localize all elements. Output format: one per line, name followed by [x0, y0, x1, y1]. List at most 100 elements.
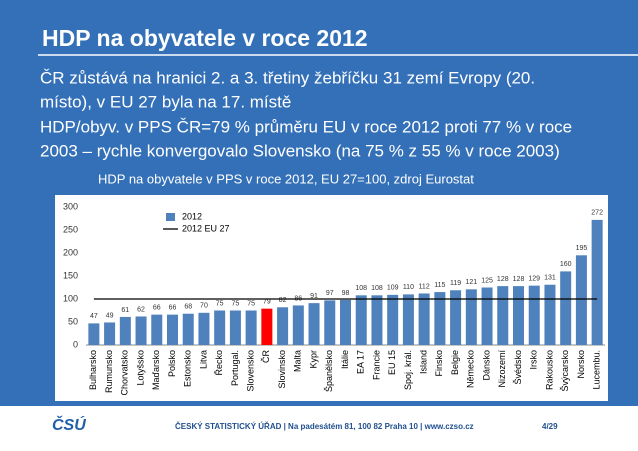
bar: [277, 307, 289, 345]
logo: ČSÚ: [52, 415, 86, 434]
value-label: 108: [371, 285, 383, 292]
bar: [324, 300, 336, 345]
bar: [402, 294, 414, 345]
x-tick-label: Belgie: [450, 350, 460, 375]
value-label: 121: [465, 279, 477, 286]
value-label: 128: [497, 276, 509, 283]
bar: [198, 312, 210, 345]
y-tick-label: 300: [63, 201, 78, 211]
value-label: 108: [355, 285, 367, 292]
bar: [497, 286, 509, 345]
x-tick-label: Finsko: [434, 350, 444, 377]
x-tick-label: EA 17: [356, 350, 366, 374]
x-tick-label: EU 15: [387, 350, 397, 375]
legend-label: 2012 EU 27: [182, 223, 230, 233]
value-label: 272: [591, 210, 603, 217]
value-label: 119: [450, 280, 461, 287]
bar: [119, 316, 131, 345]
footer-text: ČESKÝ STATISTICKÝ ÚŘAD | Na padesátém 81…: [175, 422, 474, 431]
y-tick-label: 100: [63, 293, 78, 303]
value-label: 98: [342, 290, 350, 297]
value-label: 115: [434, 282, 445, 289]
bar: [308, 303, 320, 345]
legend-label: 2012: [182, 211, 202, 221]
value-label: 112: [419, 283, 430, 290]
value-label: 61: [121, 307, 129, 314]
x-tick-label: Slovensko: [246, 350, 256, 392]
bar: [214, 310, 226, 345]
text-line: HDP/obyv. v PPS ČR=79 % průměru EU v roc…: [40, 117, 572, 136]
x-tick-label: Spoj. král.: [403, 350, 413, 390]
value-label: 125: [481, 277, 493, 284]
value-label: 91: [310, 293, 318, 300]
bar: [151, 314, 163, 345]
x-tick-label: Švýcarsko: [560, 350, 570, 392]
bar: [481, 287, 493, 345]
bar: [512, 286, 525, 345]
slide-title: HDP na obyvatele v roce 2012: [42, 25, 368, 51]
value-label: 195: [576, 245, 588, 252]
bar: [261, 308, 273, 345]
bar: [434, 292, 446, 345]
x-tick-label: Malta: [293, 350, 303, 372]
value-label: 110: [403, 284, 414, 291]
x-tick-label: Řecko: [214, 350, 224, 376]
x-tick-label: Rakousko: [544, 350, 554, 390]
page-number: 4/29: [542, 422, 558, 431]
x-tick-label: Chorvatsko: [120, 350, 130, 396]
bar: [166, 314, 179, 345]
x-tick-label: Itálie: [340, 350, 350, 369]
bar: [135, 316, 147, 345]
value-label: 75: [232, 300, 240, 307]
value-label: 79: [263, 299, 271, 306]
value-label: 160: [560, 261, 572, 268]
text-line: 2003 – rychle konvergovalo Slovensko (na…: [40, 141, 560, 160]
bar: [387, 294, 399, 345]
x-tick-label: Estonsko: [183, 350, 193, 387]
bar: [450, 290, 462, 345]
bar: [292, 305, 304, 345]
y-tick-label: 50: [68, 316, 78, 326]
x-tick-label: ČR: [261, 350, 271, 363]
value-label: 75: [247, 300, 255, 307]
text-line: ČR zůstává na hranici 2. a 3. třetiny že…: [40, 68, 535, 87]
bar: [544, 284, 556, 345]
x-tick-label: Nizozemí: [497, 350, 507, 388]
value-label: 70: [200, 303, 208, 310]
value-label: 97: [326, 290, 334, 297]
value-label: 109: [387, 285, 399, 292]
chart-title: HDP na obyvatele v PPS v roce 2012, EU 2…: [98, 171, 474, 186]
x-tick-label: Bulharsko: [88, 350, 98, 390]
x-tick-label: Maďarsko: [151, 350, 161, 390]
x-tick-label: Francie: [371, 350, 381, 380]
x-tick-label: Německo: [466, 350, 476, 388]
x-tick-label: Irsko: [529, 350, 539, 370]
bar: [465, 289, 477, 345]
value-label: 62: [137, 306, 145, 313]
value-label: 131: [544, 275, 556, 282]
bar: [591, 219, 603, 345]
x-tick-label: Rumunsko: [104, 350, 114, 393]
bar: [560, 271, 572, 345]
x-tick-label: Lotyšsko: [135, 350, 145, 386]
y-tick-label: 200: [63, 247, 78, 257]
bar: [88, 323, 100, 345]
x-tick-label: Dánsko: [481, 350, 491, 381]
value-label: 82: [279, 297, 287, 304]
value-label: 47: [90, 313, 98, 320]
value-label: 66: [169, 304, 177, 311]
bar: [182, 313, 194, 345]
value-label: 128: [513, 276, 525, 283]
x-tick-label: Litva: [198, 350, 208, 369]
bar: [371, 295, 383, 345]
bar: [339, 299, 352, 345]
x-tick-label: Švédsko: [513, 350, 523, 385]
bar: [355, 295, 367, 345]
value-label: 75: [216, 300, 224, 307]
bar: [418, 293, 430, 345]
bar: [245, 310, 257, 345]
x-tick-label: Slovinsko: [277, 350, 287, 389]
value-label: 66: [153, 304, 161, 311]
value-label: 49: [106, 312, 114, 319]
